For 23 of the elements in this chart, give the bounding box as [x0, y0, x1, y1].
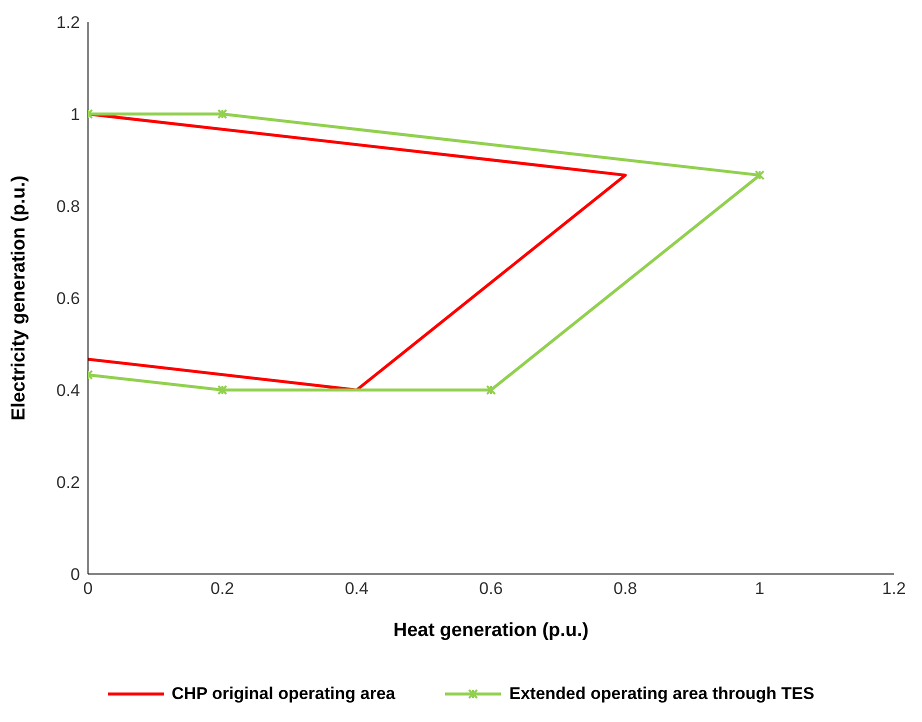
y-axis-title: Electricity generation (p.u.) — [8, 176, 30, 420]
x-tick-label: 0.2 — [210, 579, 234, 598]
legend-label: Extended operating area through TES — [509, 684, 814, 704]
point — [754, 170, 765, 180]
line-series — [88, 112, 627, 392]
x-axis-title: Heat generation (p.u.) — [393, 620, 589, 641]
y-tick-label: 1.2 — [56, 13, 80, 32]
point — [486, 385, 496, 395]
x-tick-label: 0 — [83, 579, 93, 598]
y-tick-label: 0 — [70, 565, 80, 584]
x-tick-label: 1.2 — [882, 579, 906, 598]
x-tick-label: 0.4 — [344, 579, 368, 598]
legend-label: CHP original operating area — [172, 684, 396, 704]
y-tick-label: 0.4 — [56, 381, 80, 400]
x-tick-label: 1 — [754, 579, 764, 598]
point — [217, 109, 228, 119]
point — [217, 385, 228, 395]
y-tick-label: 0.6 — [56, 289, 80, 308]
y-tick-label: 0.8 — [56, 197, 80, 216]
x-tick-label: 0.8 — [614, 579, 638, 598]
y-tick-label: 1 — [70, 105, 80, 124]
x-tick-label: 0.6 — [479, 579, 503, 598]
y-tick-label: 0.2 — [56, 473, 80, 492]
